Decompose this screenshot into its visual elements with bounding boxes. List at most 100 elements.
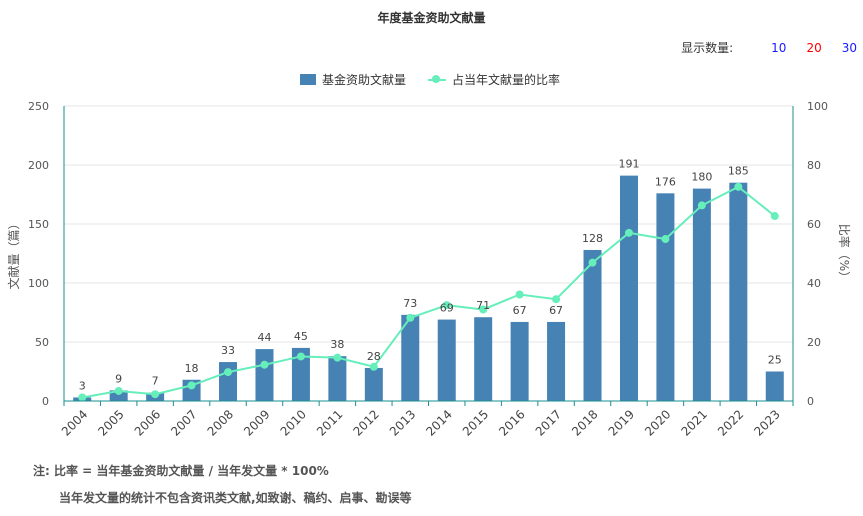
x-tick-label: 2022 (715, 407, 746, 438)
y-tick-label: 0 (42, 395, 49, 408)
line-series (78, 182, 779, 402)
ratio-point[interactable] (442, 301, 451, 310)
bar-value-label: 69 (440, 302, 454, 315)
bar-value-label: 191 (618, 158, 639, 171)
ratio-point[interactable] (78, 393, 87, 402)
bar[interactable] (364, 367, 383, 401)
bar-value-label: 176 (655, 175, 676, 188)
x-tick-label: 2021 (678, 407, 709, 438)
bar-value-label: 7 (152, 375, 159, 388)
x-tick-label: 2014 (423, 407, 454, 438)
ratio-point[interactable] (588, 258, 597, 267)
ratio-point[interactable] (114, 386, 123, 395)
bar[interactable] (510, 321, 529, 401)
chart-legend: 基金资助文献量 占当年文献量的比率 (300, 71, 582, 88)
chart-title: 年度基金资助文献量 (377, 11, 486, 25)
bar[interactable] (219, 362, 238, 401)
display-count-option-30[interactable]: 30 (841, 40, 857, 55)
note-exclusion: 当年发文量的统计不包含资讯类文献,如致谢、稿约、启事、勘误等 (59, 491, 412, 505)
x-tick-label: 2011 (314, 407, 345, 438)
x-tick-label: 2019 (606, 407, 637, 438)
bar[interactable] (437, 319, 456, 401)
x-tick-label: 2005 (95, 407, 126, 438)
display-count-option-20[interactable]: 20 (806, 40, 822, 55)
ratio-point[interactable] (151, 390, 160, 399)
grid-lines (64, 105, 793, 343)
bar[interactable] (547, 321, 566, 401)
legend-line-label: 占当年文献量的比率 (452, 73, 561, 87)
bar-value-label: 18 (185, 362, 199, 375)
y-tick-label: 150 (28, 218, 49, 231)
x-tick-label: 2018 (569, 407, 600, 438)
bar[interactable] (182, 379, 201, 401)
bar[interactable] (109, 390, 128, 401)
x-tick-label: 2016 (496, 407, 527, 438)
bar[interactable] (765, 371, 784, 402)
x-tick-label: 2013 (387, 407, 418, 438)
bar-value-label: 9 (115, 372, 122, 385)
bar-value-label: 25 (768, 354, 782, 367)
bar-value-label: 33 (221, 344, 235, 357)
ratio-point[interactable] (624, 228, 633, 237)
bar-value-label: 128 (582, 232, 603, 245)
x-tick-label: 2006 (132, 407, 163, 438)
x-tick-label: 2017 (533, 407, 564, 438)
labels: 0 50 100 150 200 250 0 20 40 60 80 100 3 9 7 18 33 44 45 38… (6, 100, 852, 439)
bar-value-label: 73 (403, 297, 417, 310)
display-count-option-10[interactable]: 10 (771, 40, 787, 55)
ratio-point[interactable] (187, 381, 196, 390)
ratio-point[interactable] (260, 360, 269, 369)
ratio-point[interactable] (224, 368, 233, 377)
bar[interactable] (291, 347, 310, 401)
bar-value-label: 44 (257, 331, 271, 344)
display-count-label: 显示数量: (681, 41, 734, 55)
x-tick-label: 2023 (751, 407, 782, 438)
legend-item-line-series[interactable]: 占当年文献量的比率 (428, 71, 560, 88)
bar[interactable] (328, 356, 347, 401)
bar[interactable] (583, 249, 602, 401)
ratio-point[interactable] (734, 182, 743, 191)
ratio-point[interactable] (770, 212, 779, 221)
ratio-point[interactable] (515, 290, 524, 299)
legend-bar-label: 基金资助文献量 (322, 73, 407, 87)
x-tick-label: 2015 (460, 407, 491, 438)
y-right-tick-label: 20 (807, 336, 821, 349)
y-right-tick-label: 0 (807, 395, 814, 408)
bar-value-label: 45 (294, 330, 308, 343)
y-right-tick-label: 80 (807, 159, 821, 172)
bar-series (73, 175, 784, 402)
y-tick-label: 250 (28, 100, 49, 113)
y-right-tick-label: 60 (807, 218, 821, 231)
y-tick-label: 50 (35, 336, 49, 349)
y-right-tick-label: 40 (807, 277, 821, 290)
ratio-point[interactable] (406, 313, 415, 322)
ratio-point[interactable] (369, 362, 378, 371)
bar[interactable] (255, 349, 274, 401)
ratio-point[interactable] (697, 201, 706, 210)
bar[interactable] (619, 175, 638, 401)
ratio-point[interactable] (333, 353, 342, 362)
y-axis-title-left: 文献量（篇） (6, 217, 21, 289)
x-tick-label: 2008 (205, 407, 236, 438)
bar-value-label: 28 (367, 350, 381, 363)
legend-line-swatch (428, 74, 447, 85)
y-tick-label: 100 (28, 277, 49, 290)
bar[interactable] (474, 317, 493, 401)
bar[interactable] (401, 314, 420, 401)
bar[interactable] (692, 188, 711, 401)
bar[interactable] (656, 193, 675, 401)
x-tick-label: 2004 (59, 407, 90, 438)
legend-bar-swatch (300, 74, 316, 85)
ratio-point[interactable] (296, 352, 305, 361)
x-tick-label: 2009 (241, 407, 272, 438)
bar-value-label: 67 (513, 304, 527, 317)
legend-item-bar-series[interactable]: 基金资助文献量 (300, 71, 406, 88)
ratio-point[interactable] (552, 295, 561, 304)
y-tick-label: 200 (28, 159, 49, 172)
ratio-point[interactable] (661, 235, 670, 244)
bar-value-label: 180 (691, 171, 712, 184)
bar-value-label: 71 (476, 299, 490, 312)
ratio-point[interactable] (479, 305, 488, 314)
bar[interactable] (729, 182, 748, 401)
